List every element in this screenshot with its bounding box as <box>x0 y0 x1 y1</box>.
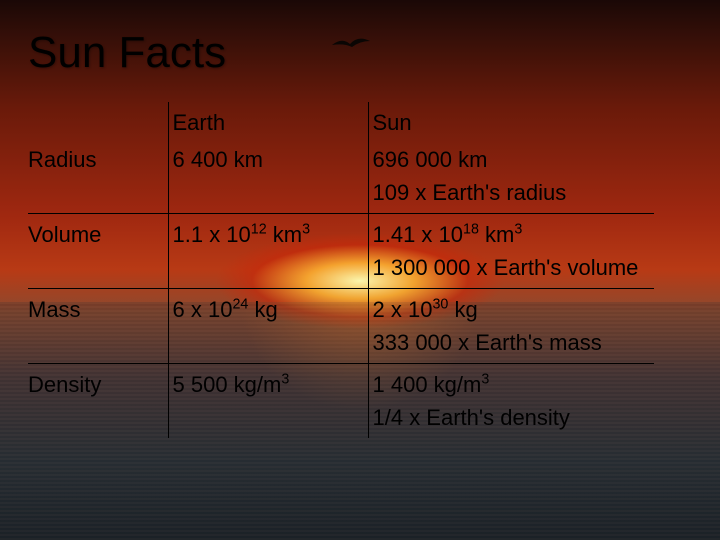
sun-mass-rel: 333 000 x Earth's mass <box>373 330 602 355</box>
sun-facts-table: Earth Sun Radius 6 400 km 696 000 km 109… <box>28 102 654 438</box>
slide-title: Sun Facts <box>28 28 692 78</box>
earth-mass: 6 x 1024 kg <box>168 289 368 364</box>
earth-density: 5 500 kg/m3 <box>168 364 368 439</box>
sun-radius: 696 000 km 109 x Earth's radius <box>368 139 654 214</box>
header-earth: Earth <box>168 102 368 139</box>
header-sun: Sun <box>368 102 654 139</box>
label-mass: Mass <box>28 289 168 364</box>
label-volume: Volume <box>28 214 168 289</box>
row-density: Density 5 500 kg/m3 1 400 kg/m3 1/4 x Ea… <box>28 364 654 439</box>
label-radius: Radius <box>28 139 168 214</box>
row-volume: Volume 1.1 x 1012 km3 1.41 x 1018 km3 1 … <box>28 214 654 289</box>
slide-content: Sun Facts Earth Sun Radius 6 400 km 696 … <box>0 0 720 540</box>
sun-radius-value: 696 000 km <box>373 147 488 172</box>
table-header-row: Earth Sun <box>28 102 654 139</box>
sun-density: 1 400 kg/m3 1/4 x Earth's density <box>368 364 654 439</box>
sun-mass: 2 x 1030 kg 333 000 x Earth's mass <box>368 289 654 364</box>
sun-volume: 1.41 x 1018 km3 1 300 000 x Earth's volu… <box>368 214 654 289</box>
header-blank <box>28 102 168 139</box>
earth-radius: 6 400 km <box>168 139 368 214</box>
row-mass: Mass 6 x 1024 kg 2 x 1030 kg 333 000 x E… <box>28 289 654 364</box>
label-density: Density <box>28 364 168 439</box>
sun-radius-rel: 109 x Earth's radius <box>373 180 567 205</box>
row-radius: Radius 6 400 km 696 000 km 109 x Earth's… <box>28 139 654 214</box>
earth-volume: 1.1 x 1012 km3 <box>168 214 368 289</box>
sun-density-rel: 1/4 x Earth's density <box>373 405 570 430</box>
sun-volume-rel: 1 300 000 x Earth's volume <box>373 255 639 280</box>
